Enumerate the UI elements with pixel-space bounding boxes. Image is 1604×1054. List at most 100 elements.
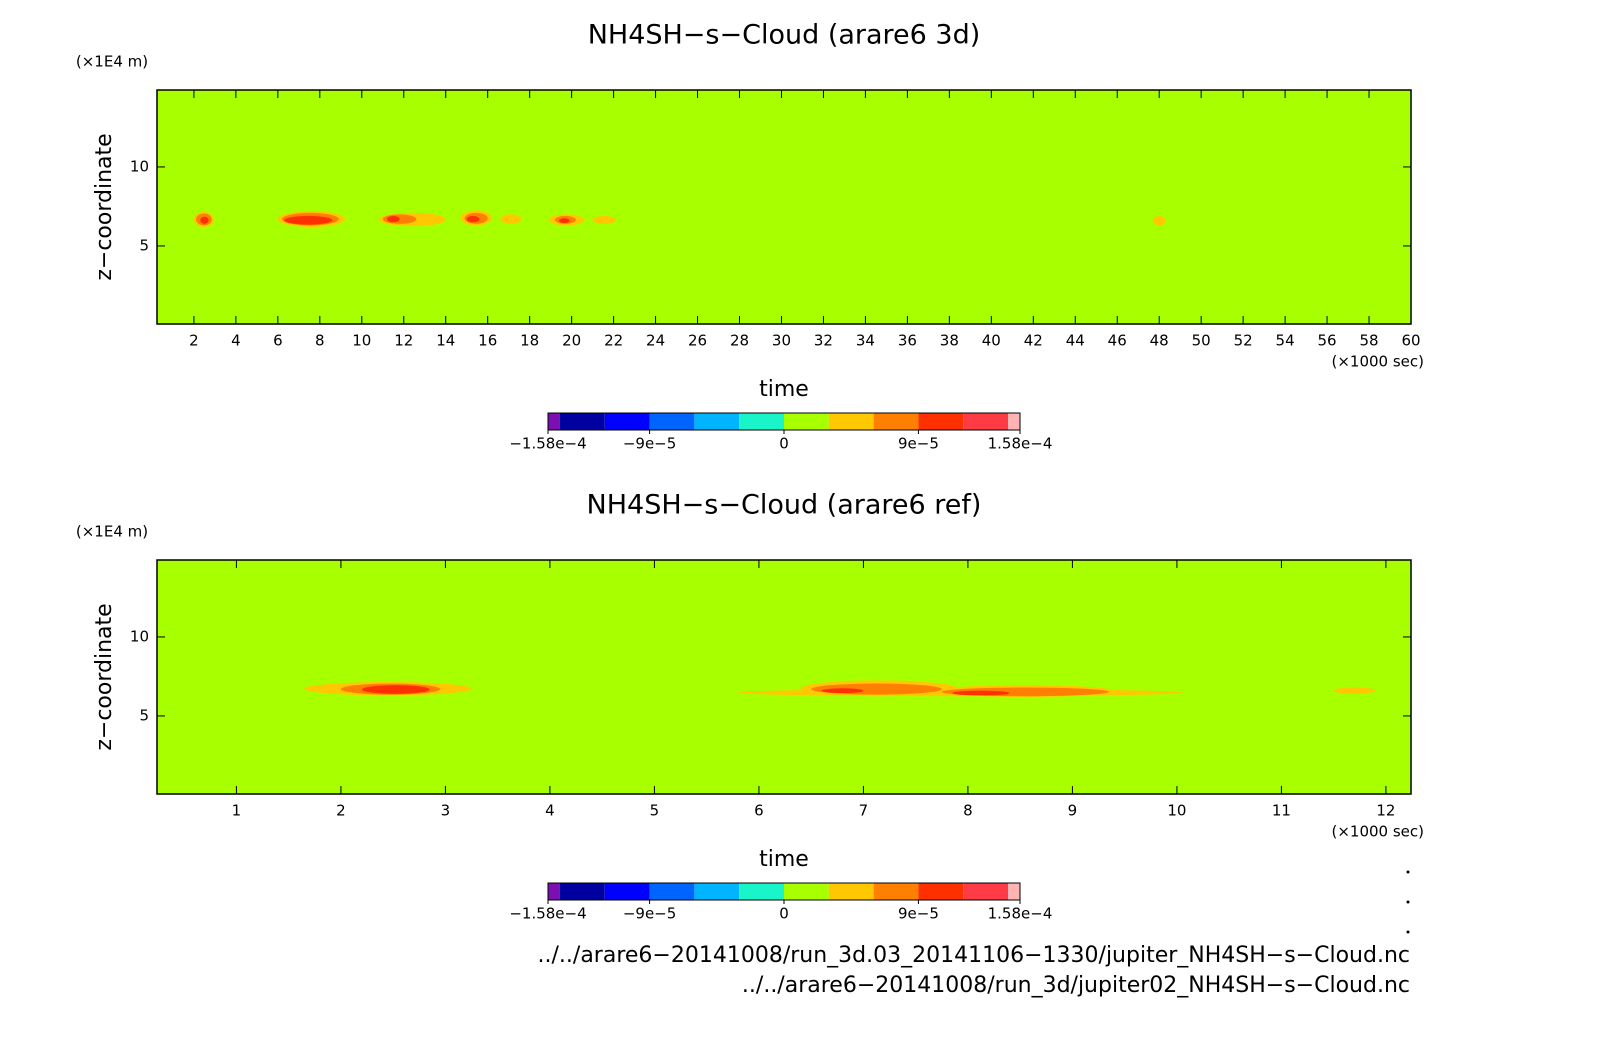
colorbar-segment: [694, 883, 740, 900]
colorbar-segment: [739, 883, 784, 900]
x-tick-label: 8: [315, 332, 325, 350]
x-tick-label: 12: [394, 332, 413, 350]
colorbar-label: 0: [779, 905, 789, 923]
colorbar-segment: [963, 413, 1009, 430]
y-axis-label: z−coordinate: [92, 133, 117, 280]
x-tick-label: 1: [232, 802, 242, 820]
contour-patch: [592, 215, 616, 224]
colorbar-segment: [873, 413, 919, 430]
x-tick-label: 58: [1359, 332, 1378, 350]
x-tick-label: 8: [963, 802, 973, 820]
colorbar-segment: [828, 883, 874, 900]
frame: [156, 89, 1412, 325]
colorbar-segment: [918, 413, 964, 430]
colorbar-label: −9e−5: [623, 905, 676, 923]
file-path: ../../arare6−20141008/run_3d.03_20141106…: [538, 943, 1410, 968]
x-axis-label: time: [759, 377, 809, 402]
x-tick-label: 20: [562, 332, 581, 350]
y-tick-label: 10: [130, 627, 149, 645]
x-tick-label: 24: [646, 332, 665, 350]
x-tick-label: 40: [982, 332, 1001, 350]
x-tick-label: 28: [730, 332, 749, 350]
x-tick-label: 54: [1276, 332, 1295, 350]
chart-title: NH4SH−s−Cloud (arare6 ref): [587, 490, 982, 521]
contour-patch: [386, 215, 400, 223]
dot: [1406, 930, 1410, 934]
colorbar-segment: [784, 413, 829, 430]
dot: [1406, 900, 1410, 904]
x-tick-label: 52: [1234, 332, 1253, 350]
y-tick-label: 5: [139, 706, 149, 724]
y-tick-label: 10: [130, 157, 149, 175]
x-tick-label: 10: [352, 332, 371, 350]
x-tick-label: 6: [273, 332, 283, 350]
colorbar-label: −9e−5: [623, 435, 676, 453]
colorbar-segment: [784, 883, 829, 900]
colorbar-segment: [604, 883, 650, 900]
contour-patch: [1152, 215, 1166, 226]
colorbar-label: 9e−5: [898, 435, 939, 453]
contour-patch: [559, 218, 570, 224]
x-tick-label: 36: [898, 332, 917, 350]
colorbar-segment: [559, 883, 605, 900]
x-tick-label: 42: [1024, 332, 1043, 350]
x-tick-label: 11: [1272, 802, 1291, 820]
x-axis-label: time: [759, 847, 809, 872]
colorbar-label: 1.58e−4: [988, 905, 1053, 923]
colorbar-segment: [918, 883, 964, 900]
colorbar-segment: [649, 413, 695, 430]
x-tick-label: 14: [436, 332, 455, 350]
colorbar-segment: [559, 413, 605, 430]
x-tick-label: 26: [688, 332, 707, 350]
contour-patch: [952, 690, 1010, 696]
colorbar-segment: [604, 413, 650, 430]
dot: [1406, 870, 1410, 874]
y-axis-label: z−coordinate: [92, 603, 117, 750]
contour-patch: [361, 685, 430, 694]
chart-title: NH4SH−s−Cloud (arare6 3d): [588, 20, 981, 51]
plot-area: [157, 560, 1411, 794]
plot-area: [157, 90, 1411, 324]
x-tick-label: 10: [1167, 802, 1186, 820]
x-tick-label: 4: [545, 802, 555, 820]
contour-patch: [500, 214, 522, 224]
x-tick-label: 5: [650, 802, 660, 820]
x-tick-label: 60: [1401, 332, 1420, 350]
colorbar-segment: [873, 883, 919, 900]
y-unit: (×1E4 m): [76, 523, 148, 541]
x-tick-label: 9: [1068, 802, 1078, 820]
x-tick-label: 38: [940, 332, 959, 350]
x-unit: (×1000 sec): [1331, 823, 1424, 841]
x-tick-label: 4: [231, 332, 241, 350]
colorbar-segment: [1008, 883, 1020, 900]
x-tick-label: 22: [604, 332, 623, 350]
contour-patch: [200, 216, 209, 224]
colorbar-segment: [694, 413, 740, 430]
x-tick-label: 12: [1376, 802, 1395, 820]
frame: [156, 559, 1412, 795]
x-tick-label: 6: [754, 802, 764, 820]
contour-patch: [1333, 687, 1376, 694]
y-unit: (×1E4 m): [76, 53, 148, 71]
contour-patch: [466, 215, 480, 223]
colorbar-segment: [649, 883, 695, 900]
x-tick-label: 32: [814, 332, 833, 350]
x-tick-label: 16: [478, 332, 497, 350]
x-unit: (×1000 sec): [1331, 353, 1424, 371]
x-tick-label: 3: [441, 802, 451, 820]
x-tick-label: 34: [856, 332, 875, 350]
colorbar-segment: [1008, 413, 1020, 430]
x-tick-label: 2: [189, 332, 199, 350]
contour-patch: [821, 688, 864, 694]
colorbar-label: −1.58e−4: [509, 905, 586, 923]
contour-patch: [284, 215, 333, 225]
x-tick-label: 44: [1066, 332, 1085, 350]
colorbar-segment: [548, 883, 560, 900]
x-tick-label: 48: [1150, 332, 1169, 350]
colorbar-segment: [548, 413, 560, 430]
x-tick-label: 30: [772, 332, 791, 350]
file-path: ../../arare6−20141008/run_3d/jupiter02_N…: [742, 973, 1410, 998]
x-tick-label: 2: [336, 802, 346, 820]
x-tick-label: 50: [1192, 332, 1211, 350]
